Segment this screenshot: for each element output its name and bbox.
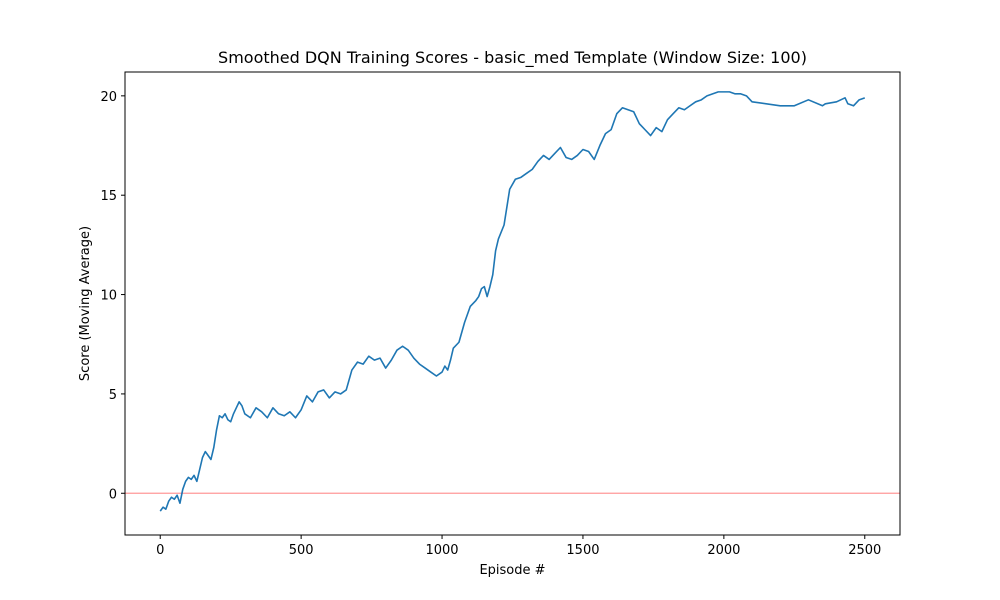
series-line <box>159 91 866 512</box>
chart-title: Smoothed DQN Training Scores - basic_med… <box>218 48 807 68</box>
x-axis-title: Episode # <box>479 563 545 578</box>
y-tick-label: 0 <box>109 487 117 502</box>
y-axis-title: Score (Moving Average) <box>78 226 93 381</box>
x-tick-label: 0 <box>156 543 164 558</box>
y-tick-label: 20 <box>100 90 117 105</box>
x-tick-label: 1000 <box>425 543 458 558</box>
x-tick-label: 2500 <box>848 543 881 558</box>
y-tick-label: 10 <box>100 289 117 304</box>
x-tick-label: 1500 <box>566 543 599 558</box>
plot-area <box>125 72 900 535</box>
y-tick-label: 15 <box>100 189 117 204</box>
x-tick-label: 500 <box>289 543 314 558</box>
y-tick-label: 5 <box>109 388 117 403</box>
x-tick-label: 2000 <box>707 543 740 558</box>
plot-frame <box>124 71 901 536</box>
